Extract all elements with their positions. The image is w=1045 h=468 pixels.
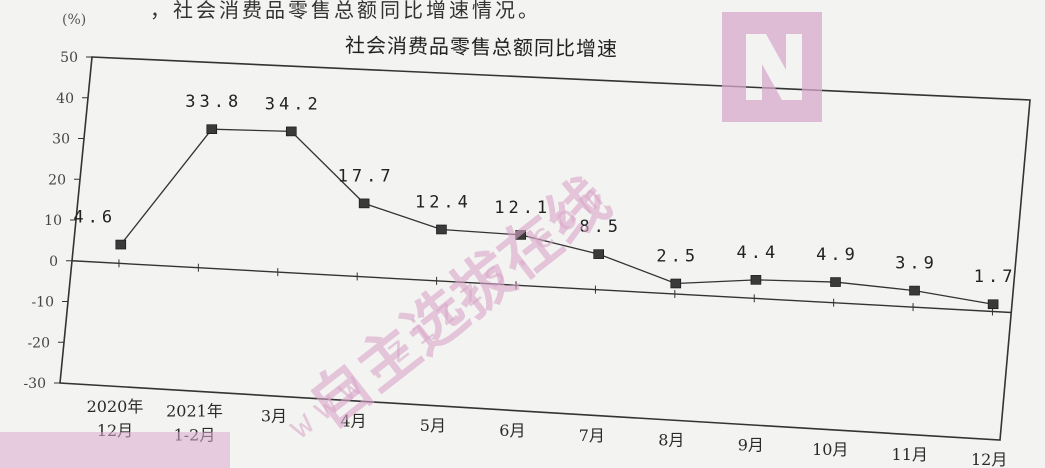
y-tick-label: -30: [23, 376, 46, 392]
y-tick-label: 10: [44, 213, 62, 229]
data-point: [987, 299, 999, 310]
data-point: [358, 198, 370, 209]
data-point: [515, 230, 527, 240]
plot-frame: [59, 56, 1031, 441]
series-line: [120, 128, 994, 305]
y-tick-label: -10: [31, 295, 54, 311]
data-label: 12.4: [415, 192, 472, 212]
y-tick-label: 50: [60, 50, 78, 66]
y-unit-label: (%): [62, 12, 87, 28]
data-point: [115, 239, 127, 250]
data-label: 4.6: [73, 208, 116, 228]
data-label: 12.1: [494, 198, 551, 218]
data-label: 4.9: [816, 245, 859, 265]
data-label: 3.9: [895, 254, 938, 274]
header-fragment: ，社会消费品零售总额同比增速情况。: [150, 0, 541, 22]
plot-area: 50 40 30 20 10 0 -10 -20 -30 2020年 12月 2021年 1-2月 3月 4…: [23, 50, 1031, 468]
y-tick-label: 30: [52, 132, 70, 148]
data-label: 33.8: [185, 92, 242, 112]
data-label: 8.5: [579, 217, 622, 237]
data-point: [285, 126, 297, 137]
x-tick-label: 3月: [261, 406, 287, 425]
y-tick-label: 20: [48, 172, 66, 188]
x-tick-label: 2020年 12月: [87, 397, 144, 440]
x-tick-label: 11月: [892, 445, 928, 464]
y-tick-label: -20: [27, 335, 50, 351]
data-label: 1.7: [974, 267, 1017, 287]
data-label: 4.4: [737, 243, 780, 263]
x-tick-label: 9月: [738, 435, 764, 454]
y-tick-label: 0: [49, 254, 58, 270]
x-tick-label: 7月: [579, 426, 605, 445]
x-tick-label: 8月: [658, 431, 684, 450]
data-point: [593, 249, 605, 259]
data-point: [830, 277, 841, 287]
data-label: 34.2: [265, 94, 322, 114]
x-tick-label: 10月: [812, 440, 848, 459]
data-point: [206, 124, 218, 134]
x-tick-label: 2021年 1-2月: [166, 402, 223, 445]
data-label: 2.5: [656, 246, 699, 266]
zero-axis: [71, 260, 1012, 314]
data-point: [436, 224, 447, 235]
data-point: [909, 285, 920, 296]
data-point: [670, 278, 682, 289]
x-tick-label: 4月: [340, 411, 366, 430]
x-tick-label: 6月: [499, 421, 525, 440]
x-tick-label: 12月: [971, 450, 1007, 468]
y-tick-label: 40: [56, 91, 74, 107]
data-point: [750, 275, 762, 285]
x-tick-label: 5月: [420, 416, 446, 435]
data-label: 17.7: [338, 166, 395, 186]
